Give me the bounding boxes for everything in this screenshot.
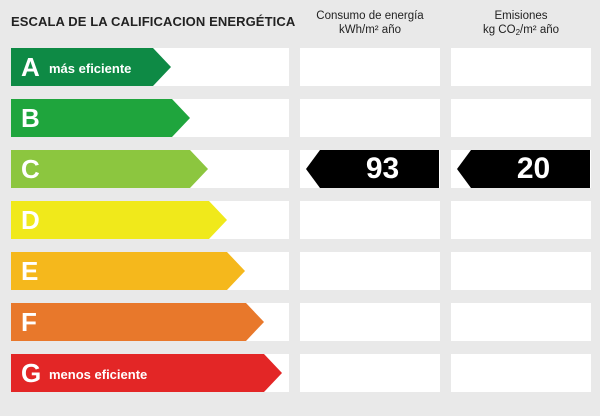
- rating-bar-e: E: [11, 252, 245, 290]
- rating-letter: G: [21, 358, 42, 388]
- consumo-cell-f: [300, 303, 440, 341]
- emisiones-cell-a: [451, 48, 591, 86]
- emisiones-cell-b: [451, 99, 591, 137]
- rating-letter: A: [21, 52, 40, 82]
- consumo-value: 93: [365, 152, 400, 185]
- consumo-rating-marker: 93: [306, 150, 439, 188]
- emisiones-cell-g: [451, 354, 591, 392]
- rating-bar-f: F: [11, 303, 264, 341]
- rating-letter: F: [21, 307, 37, 337]
- rating-arrow-shape: [11, 48, 171, 86]
- consumo-cell-g: [300, 354, 440, 392]
- emisiones-column-header: Emisiones kg CO2/m² año: [451, 9, 591, 40]
- emisiones-unit-pre: kg CO: [482, 24, 516, 36]
- emisiones-unit-sub: 2: [515, 28, 521, 37]
- rating-letter: B: [21, 103, 40, 133]
- rating-arrow-shape: [11, 150, 208, 188]
- emisiones-cell-f: [451, 303, 591, 341]
- rating-label: más eficiente: [49, 61, 132, 76]
- page-title: ESCALA DE LA CALIFICACION ENERGÉTICA: [11, 14, 296, 29]
- emisiones-cell-d: [451, 201, 591, 239]
- rating-arrow-shape: [11, 303, 264, 341]
- emisiones-header-line1: Emisiones: [494, 10, 548, 22]
- rating-label: menos eficiente: [49, 367, 148, 382]
- rating-letter: E: [21, 256, 39, 286]
- consumo-header-line2: kWh/m² año: [339, 24, 401, 36]
- consumo-cell-e: [300, 252, 440, 290]
- rating-bar-c: C: [11, 150, 208, 188]
- rating-bar-b: B: [11, 99, 190, 137]
- consumo-cell-a: [300, 48, 440, 86]
- rating-arrow-shape: [11, 354, 282, 392]
- rating-arrow-shape: [11, 201, 227, 239]
- consumo-column-header: Consumo de energía kWh/m² año: [300, 9, 440, 37]
- emisiones-header-line2: kg CO2/m² año: [451, 23, 591, 40]
- rating-arrow-shape: [11, 252, 245, 290]
- emisiones-rating-marker: 20: [457, 150, 590, 188]
- emisiones-value: 20: [516, 152, 551, 185]
- consumo-header-line1: Consumo de energía: [316, 10, 424, 22]
- marker-arrow-shape: [306, 150, 439, 188]
- emisiones-cell-e: [451, 252, 591, 290]
- rating-letter: C: [21, 154, 40, 184]
- rating-letter: D: [21, 205, 40, 235]
- emisiones-unit-post: /m² año: [520, 24, 560, 36]
- consumo-cell-d: [300, 201, 440, 239]
- consumo-cell-b: [300, 99, 440, 137]
- marker-arrow-shape: [457, 150, 590, 188]
- rating-arrow-shape: [11, 99, 190, 137]
- rating-bar-d: D: [11, 201, 227, 239]
